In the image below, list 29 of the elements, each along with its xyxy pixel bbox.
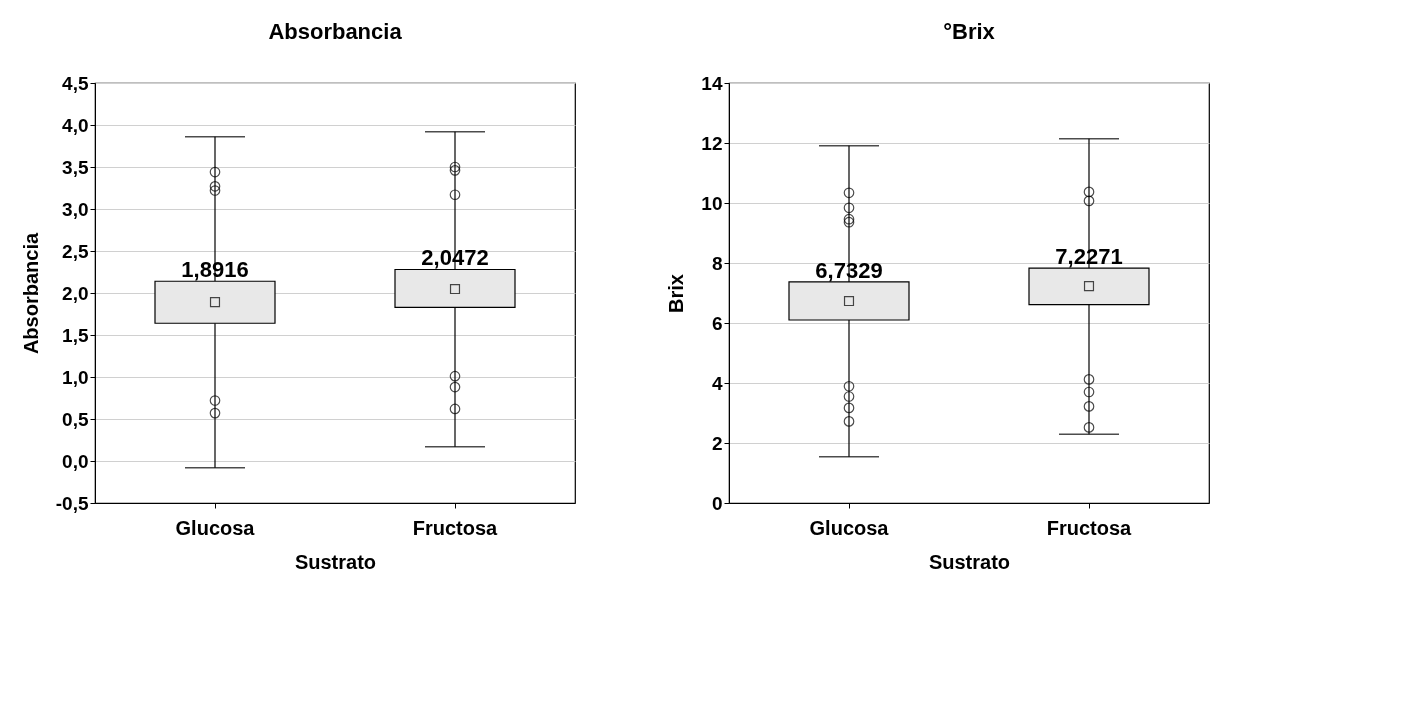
y-tick-label: 3,5 [62,156,89,178]
y-tick-label: 12 [701,132,723,154]
x-tick-label: Glucosa [175,516,256,539]
y-tick-label: 0,0 [62,450,89,472]
y-tick-label: 6 [711,312,723,334]
y-tick-label: 1,0 [62,366,89,388]
x-tick-label: Glucosa [809,516,890,539]
y-tick-label: 2 [711,432,723,454]
y-tick-label: 10 [701,192,723,214]
y-tick-label: 1,5 [62,324,89,346]
y-axis-title: Absorbancia [19,232,42,355]
x-axis-title: Sustrato [928,550,1011,573]
y-tick-label: 3,0 [62,198,89,220]
y-tick-label: 2,5 [62,240,89,262]
y-tick-label: 8 [711,252,723,274]
y-tick-label: 4,5 [62,72,89,94]
x-axis-title: Sustrato [294,550,377,573]
y-tick-label: 0 [711,492,723,514]
y-tick-label: 14 [701,72,723,94]
y-tick-label: 4,0 [62,114,89,136]
y-tick-label: 4 [711,372,723,394]
chart-title: Absorbancia [268,19,403,44]
chart-title: °Brix [943,19,996,44]
y-tick-label: 2,0 [62,282,89,304]
x-tick-label: Fructosa [412,516,499,539]
x-tick-label: Fructosa [1046,516,1133,539]
y-axis-title: Brix [665,274,688,313]
y-tick-label: 0,5 [62,408,89,430]
y-tick-label: -0,5 [55,492,89,514]
